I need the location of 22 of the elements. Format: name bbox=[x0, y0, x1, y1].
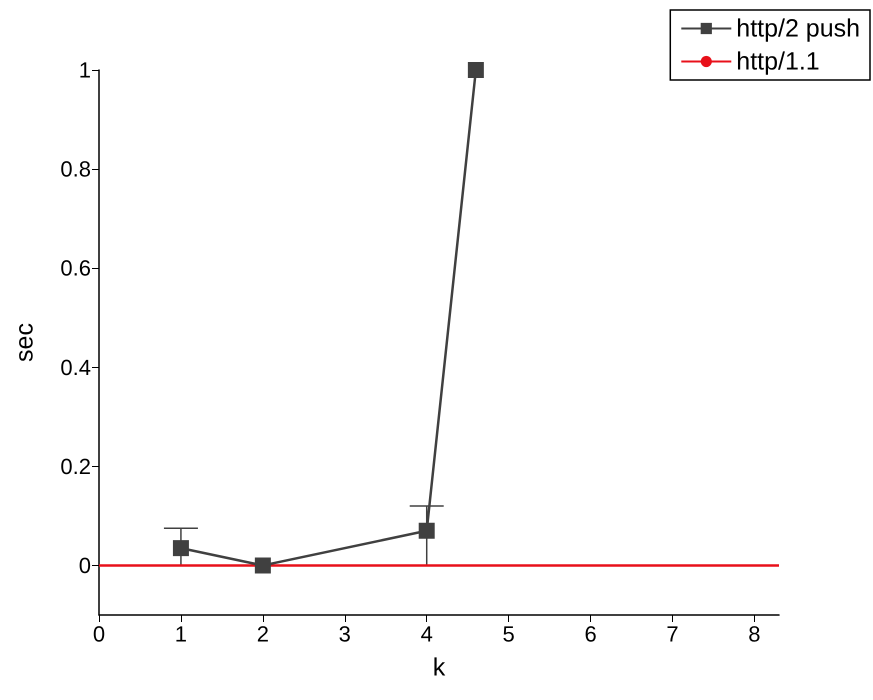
legend-label: http/2 push bbox=[736, 14, 860, 42]
y-axis-title: sec bbox=[10, 323, 38, 362]
x-tick-label: 5 bbox=[502, 622, 515, 646]
legend-label: http/1.1 bbox=[736, 48, 820, 76]
x-tick-label: 1 bbox=[174, 622, 188, 646]
y-tick-label: 0 bbox=[78, 552, 91, 578]
x-tick-label: 4 bbox=[420, 622, 433, 646]
point bbox=[254, 557, 271, 574]
point bbox=[418, 522, 435, 539]
x-axis-title: k bbox=[432, 654, 446, 682]
x-tick-label: 2 bbox=[256, 622, 269, 646]
y-tick-label: 0.4 bbox=[60, 354, 91, 380]
y-tick-label: 0.2 bbox=[60, 454, 91, 479]
x-tick-label: 3 bbox=[338, 622, 351, 646]
y-tick-label: 0.6 bbox=[60, 256, 91, 281]
point bbox=[468, 62, 484, 78]
x-tick-label: 8 bbox=[748, 622, 761, 646]
y-tick-label: 0.8 bbox=[60, 156, 91, 182]
y-tick-label: 1 bbox=[78, 58, 91, 82]
point bbox=[172, 540, 189, 556]
x-tick-label: 7 bbox=[666, 622, 679, 646]
x-tick-label: 6 bbox=[584, 622, 597, 646]
